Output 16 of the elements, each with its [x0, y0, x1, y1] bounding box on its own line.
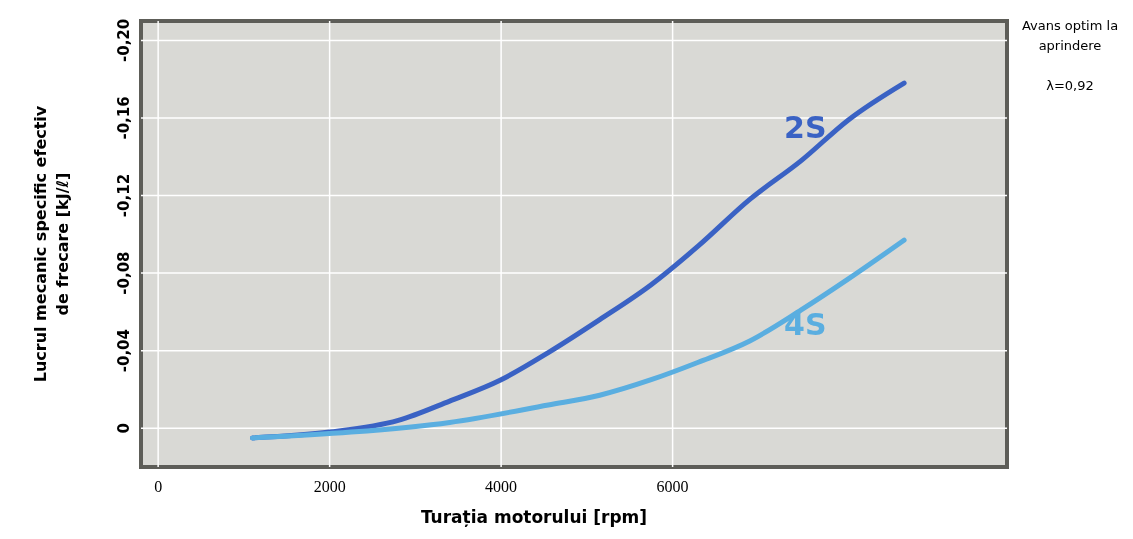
y-tick-label: -0,08 — [115, 251, 133, 295]
y-axis-title: Lucrul mecanic specific efectiv de frecare [kJ/ℓ] — [31, 105, 72, 383]
series-label: 4S — [784, 307, 827, 343]
y-tick-label: -0,20 — [115, 18, 133, 63]
x-tick-label: 6000 — [656, 478, 689, 495]
x-axis-title: Turația motorului [rpm] — [420, 507, 648, 527]
x-tick-label: 4000 — [485, 478, 518, 495]
y-tick-label: -0,16 — [115, 96, 133, 140]
series-label: 2S — [784, 110, 827, 146]
text: λ=0,92 — [1046, 78, 1094, 93]
x-tick-label: 2000 — [313, 478, 346, 495]
y-tick-label: 0 — [115, 423, 133, 434]
y-tick-label: -0,04 — [115, 329, 133, 373]
y-tick-label: -0,12 — [115, 173, 133, 218]
x-tick-label: 0 — [154, 478, 163, 495]
text: Avans optim la aprindere — [1021, 18, 1119, 53]
